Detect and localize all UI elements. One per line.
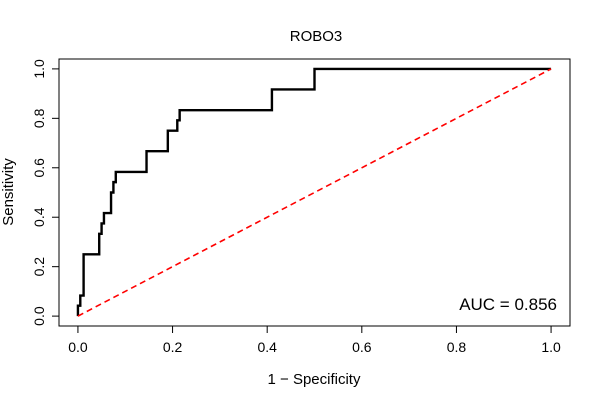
reference-diagonal-line [77, 68, 552, 317]
chart-title: ROBO3 [290, 28, 343, 45]
x-tick-label: 0.6 [352, 339, 372, 355]
x-axis: 0.0 0.2 0.4 0.6 0.8 1.0 [68, 325, 561, 355]
x-tick-label: 0.4 [257, 339, 277, 355]
y-axis-label: Sensitivity [0, 158, 17, 226]
y-tick-label: 0.2 [31, 257, 47, 277]
x-tick-label: 0.8 [447, 339, 467, 355]
x-tick-label: 0.0 [68, 339, 88, 355]
y-tick-label: 0.6 [31, 158, 47, 178]
y-tick-label: 1.0 [31, 59, 47, 79]
roc-curve-line [76, 67, 552, 317]
y-tick-label: 0.0 [31, 306, 47, 326]
x-tick-label: 0.2 [163, 339, 183, 355]
auc-annotation: AUC = 0.856 [459, 295, 557, 314]
x-axis-label: 1 − Specificity [268, 371, 361, 388]
y-tick-label: 0.8 [31, 108, 47, 128]
y-tick-label: 0.4 [31, 207, 47, 227]
x-tick-label: 1.0 [541, 339, 561, 355]
plot-area [58, 58, 571, 327]
y-axis: 0.0 0.2 0.4 0.6 0.8 1.0 [31, 59, 60, 326]
